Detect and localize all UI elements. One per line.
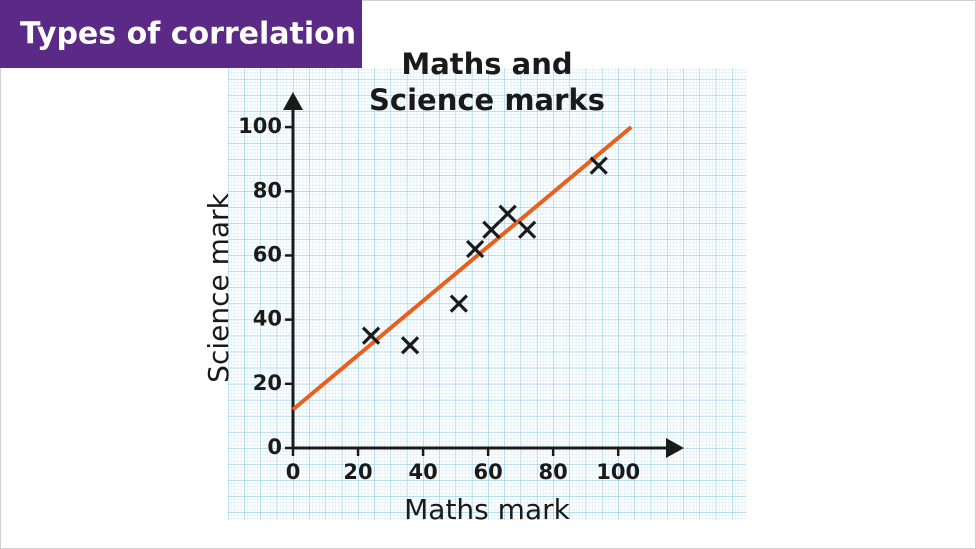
x-tick-label: 20: [343, 460, 372, 484]
x-axis-label: Maths mark: [404, 493, 570, 526]
y-tick-label: 60: [253, 242, 282, 266]
y-tick-label: 40: [253, 307, 282, 331]
point: [361, 326, 381, 345]
point: [518, 220, 537, 239]
point: [465, 239, 485, 259]
x-tick-label: 80: [539, 460, 568, 484]
point: [589, 156, 608, 175]
x-tick-label: 0: [286, 460, 301, 484]
tag: Types of correlation: [20, 17, 356, 52]
y-arrow: [283, 92, 303, 110]
x-arrow: [666, 438, 684, 458]
y-tick-label: 20: [253, 371, 282, 395]
point: [449, 294, 468, 313]
tag-box: [0, 0, 362, 68]
trend-line: [291, 125, 633, 412]
chart-title: Science marks: [369, 83, 605, 117]
y-tick-label: 80: [253, 178, 282, 202]
x-tick-label: 40: [408, 460, 437, 484]
y-tick-label: 0: [267, 435, 282, 459]
x-tick-label: 60: [474, 460, 503, 484]
y-axis-label: Science mark: [202, 192, 235, 382]
chart-title: Maths and: [401, 47, 572, 81]
y-tick-label: 100: [238, 114, 282, 138]
point: [482, 220, 501, 239]
point: [498, 204, 517, 223]
graph-paper-major: [228, 68, 746, 520]
point: [400, 336, 420, 355]
x-tick-label: 100: [596, 460, 640, 484]
